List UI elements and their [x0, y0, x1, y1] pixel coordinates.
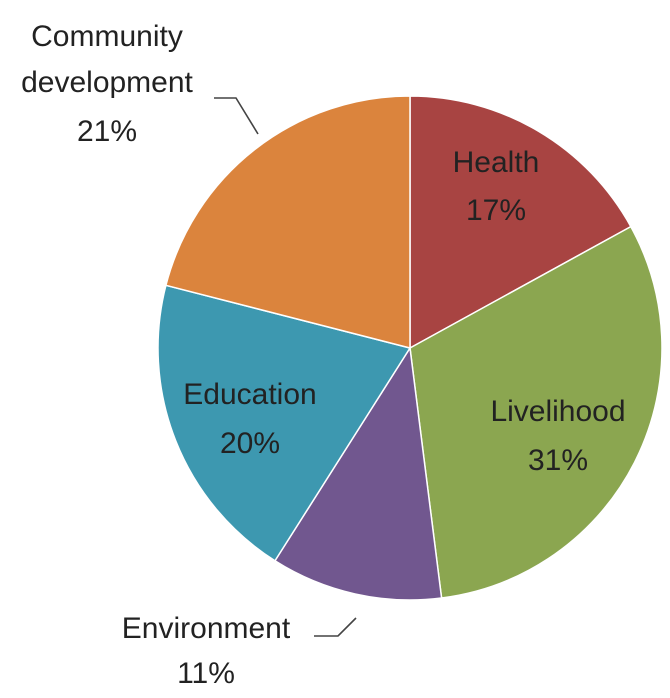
slice-health [409, 95, 632, 350]
slice-environment [273, 345, 443, 601]
slice-education [157, 284, 412, 562]
label-community-name-line1: Community [31, 20, 183, 53]
label-health-name: Health [453, 146, 540, 179]
label-environment-name: Environment [122, 612, 291, 645]
slice-livelihood [409, 225, 663, 599]
label-environment: Environment 11% [122, 612, 291, 690]
label-community-development: Community development 21% [21, 20, 193, 148]
leader-line-environment [314, 617, 357, 637]
pie-slices [157, 95, 663, 601]
slice-community-development [165, 95, 411, 349]
label-education-name: Education [183, 378, 316, 411]
label-livelihood-pct: 31% [528, 444, 588, 477]
leader-lines [214, 97, 357, 637]
label-livelihood: Livelihood 31% [490, 395, 625, 477]
label-community-pct: 21% [77, 115, 137, 148]
leader-line-community-development [214, 97, 259, 135]
label-education-pct: 20% [220, 427, 280, 460]
label-health-pct: 17% [466, 194, 526, 227]
label-education: Education 20% [183, 378, 316, 460]
label-livelihood-name: Livelihood [490, 395, 625, 428]
label-health: Health 17% [453, 146, 540, 227]
label-community-name-line2: development [21, 66, 193, 99]
label-environment-pct: 11% [177, 657, 235, 690]
